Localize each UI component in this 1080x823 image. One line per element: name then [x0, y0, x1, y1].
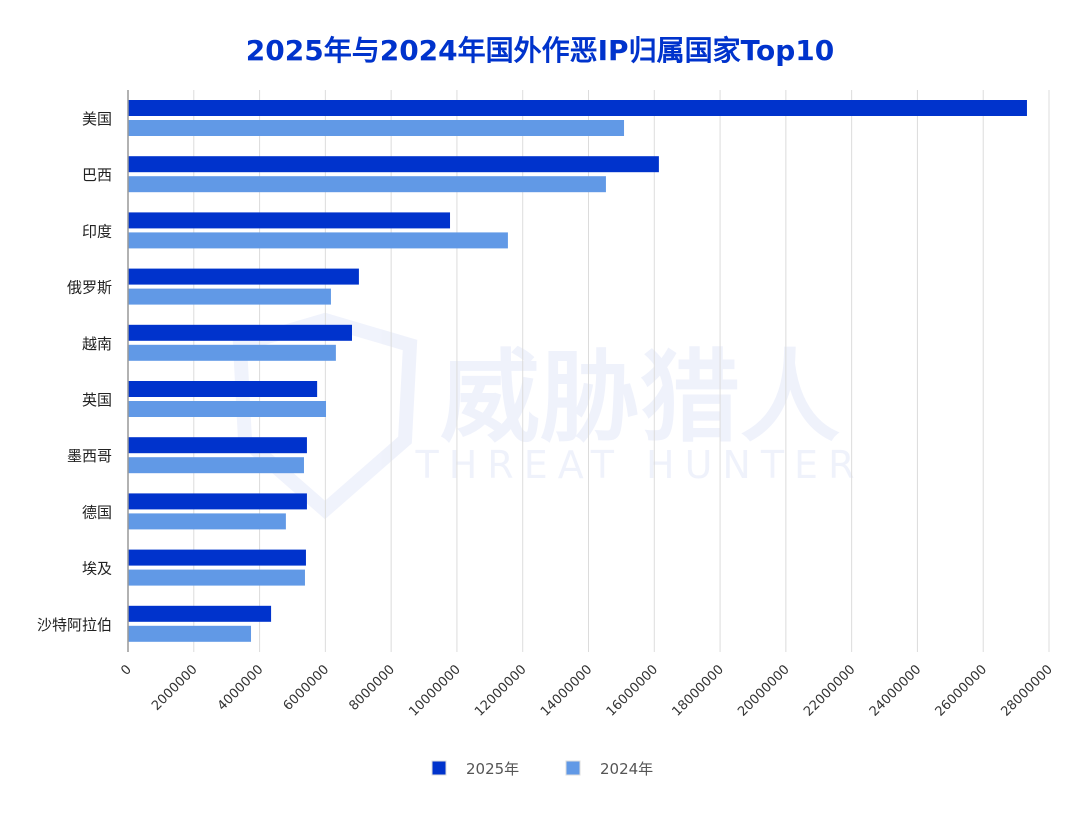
- bar-2024年: [128, 569, 305, 586]
- bar-2024年: [128, 513, 286, 530]
- legend-label: 2024年: [600, 760, 653, 778]
- x-tick-label: 2000000: [149, 662, 201, 714]
- bar-2025年: [128, 100, 1027, 116]
- x-tick-label: 4000000: [215, 662, 267, 714]
- bar-2024年: [128, 457, 304, 474]
- bar-2024年: [128, 625, 252, 642]
- bar-2025年: [128, 493, 307, 510]
- x-tick-label: 24000000: [867, 662, 924, 719]
- x-tick-label: 12000000: [472, 662, 529, 719]
- x-tick-label: 8000000: [346, 662, 398, 714]
- bar-2024年: [128, 232, 508, 249]
- legend-label: 2025年: [466, 760, 519, 778]
- x-tick-label: 20000000: [735, 662, 792, 719]
- y-tick-label: 美国: [82, 110, 112, 128]
- bar-2025年: [128, 324, 353, 341]
- x-tick-label: 10000000: [406, 662, 463, 719]
- watermark-en: THREAT HUNTER: [415, 443, 865, 487]
- y-tick-label: 越南: [82, 335, 112, 353]
- x-tick-label: 18000000: [670, 662, 727, 719]
- x-tick-label: 16000000: [604, 662, 661, 719]
- bar-2025年: [128, 605, 272, 622]
- bar-2025年: [128, 212, 451, 229]
- y-tick-label: 埃及: [82, 560, 112, 578]
- x-tick-label: 26000000: [933, 662, 990, 719]
- bar-2024年: [128, 344, 336, 361]
- y-tick-label: 巴西: [82, 166, 112, 184]
- x-tick-label: 22000000: [801, 662, 858, 719]
- bar-2024年: [128, 176, 606, 193]
- legend-swatch: [431, 760, 447, 776]
- legend-swatch: [565, 760, 581, 776]
- watermark: 威胁猎人 THREAT HUNTER: [232, 312, 865, 520]
- chart-title: 2025年与2024年国外作恶IP归属国家Top10: [246, 34, 834, 67]
- x-tick-label: 6000000: [281, 662, 333, 714]
- bar-2024年: [128, 120, 625, 136]
- y-tick-label: 英国: [82, 391, 112, 409]
- bar-2025年: [128, 268, 359, 285]
- y-tick-label: 墨西哥: [67, 447, 112, 465]
- watermark-cn: 威胁猎人: [440, 339, 840, 456]
- bar-2025年: [128, 381, 318, 397]
- bar-2025年: [128, 437, 307, 454]
- bar-2024年: [128, 401, 327, 417]
- bar-2024年: [128, 288, 331, 305]
- x-tick-label: 14000000: [538, 662, 595, 719]
- x-tick-label: 0: [118, 662, 134, 678]
- y-tick-label: 德国: [82, 503, 112, 521]
- y-tick-label: 俄罗斯: [67, 279, 112, 297]
- bar-2025年: [128, 156, 659, 173]
- x-tick-label: 28000000: [998, 662, 1055, 719]
- bar-2025年: [128, 549, 306, 566]
- y-tick-label: 沙特阿拉伯: [37, 616, 112, 634]
- y-tick-label: 印度: [82, 222, 112, 240]
